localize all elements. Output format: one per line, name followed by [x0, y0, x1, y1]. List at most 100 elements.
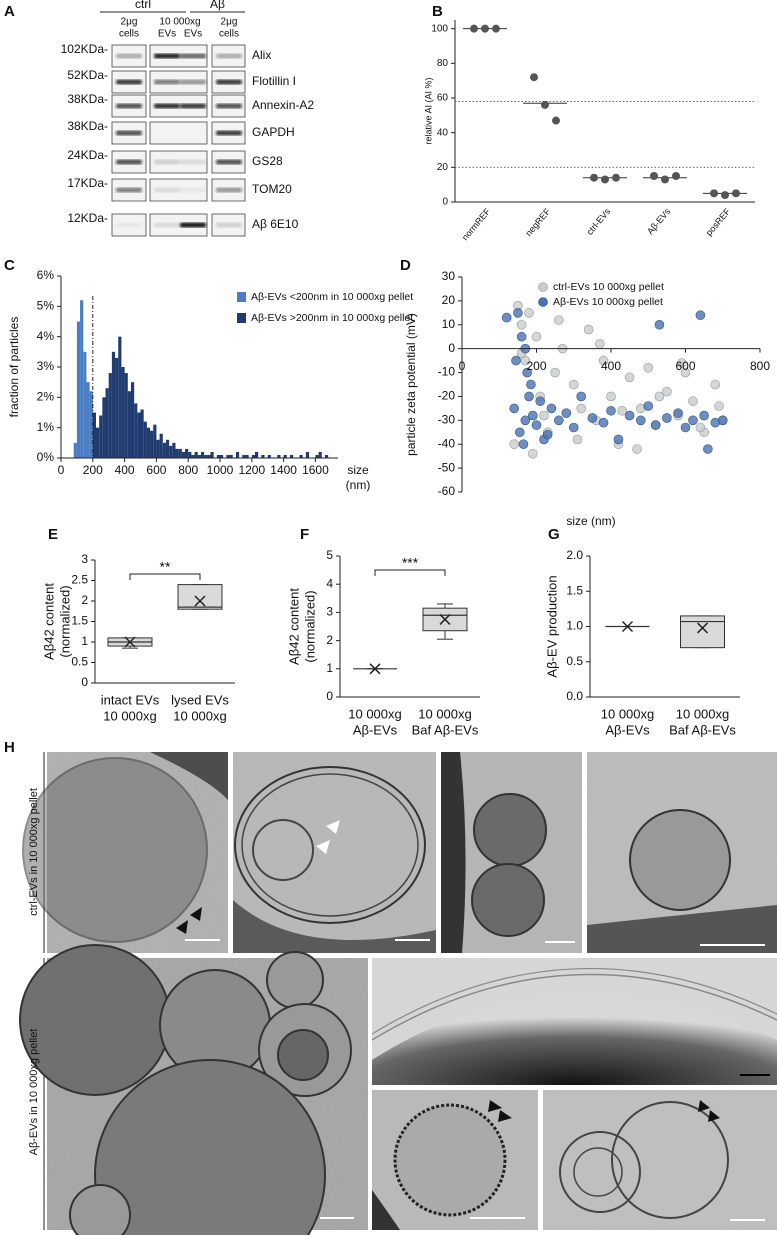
data-point: [703, 444, 713, 454]
histogram-bar: [226, 454, 230, 458]
histogram-bar: [86, 382, 90, 458]
histogram-bar: [76, 321, 81, 458]
data-point: [632, 444, 642, 454]
y-tick-label: 0.0: [566, 689, 583, 703]
histogram-bar: [115, 357, 119, 458]
x-tick-label: Baf Aβ-EVs: [412, 722, 479, 737]
legend-label: Aβ-EVs >200nm in 10 000xg pellet: [251, 312, 413, 324]
histogram-bar: [111, 351, 116, 458]
x-tick-label: 1200: [238, 463, 265, 477]
y-axis-label: relative AI (AI %): [423, 77, 433, 144]
blot-band: [216, 130, 242, 136]
histogram-bar: [207, 454, 211, 458]
histogram-bar: [216, 454, 221, 458]
data-point: [601, 175, 609, 184]
data-point: [635, 415, 646, 426]
micrograph: [441, 752, 582, 953]
micrograph: [587, 752, 777, 953]
row-label: ctrl-EVs in 10 000xg pellet: [28, 788, 40, 916]
data-point: [520, 415, 531, 426]
histogram-bar: [261, 454, 265, 458]
blot-band: [154, 53, 180, 59]
micrograph: [22, 752, 228, 953]
data-point: [524, 391, 534, 402]
blot-band: [216, 222, 242, 228]
blot-band: [180, 53, 206, 59]
histogram-bar: [324, 454, 329, 458]
marker-label: 52KDa-: [67, 68, 108, 82]
legend-swatch: [237, 292, 246, 302]
panel-label: E: [48, 526, 58, 543]
histogram-bar: [130, 382, 135, 458]
y-tick-label: 0: [448, 341, 455, 355]
blot-band: [216, 53, 242, 59]
data-point: [535, 396, 546, 407]
data-point: [561, 408, 572, 418]
panel-label: B: [432, 3, 443, 20]
panel-label: G: [548, 526, 560, 543]
blot-band: [116, 103, 142, 109]
protein-label: GS28: [252, 154, 283, 168]
histogram-bar: [73, 442, 77, 458]
y-tick-label: 10: [442, 317, 456, 331]
x-tick-label: 0: [58, 463, 65, 477]
data-point: [568, 422, 579, 433]
data-point: [539, 410, 549, 421]
x-tick-label: 200: [83, 463, 103, 477]
histogram-bar: [80, 300, 84, 458]
histogram-bar: [188, 451, 192, 458]
blot-frame: [149, 121, 208, 145]
data-point: [643, 362, 654, 373]
blot-band: [180, 103, 206, 109]
histogram-bar: [289, 454, 294, 458]
x-tick-label: Aβ-EVs: [605, 722, 650, 737]
data-point: [617, 405, 627, 416]
micrograph: [372, 1090, 538, 1230]
data-point: [526, 379, 536, 390]
histogram-bar: [99, 415, 103, 458]
blot-band: [180, 159, 206, 165]
histogram-bar: [251, 454, 255, 458]
y-tick-label: 6%: [37, 268, 55, 282]
y-tick-label: 4: [326, 576, 333, 590]
group-label: Aβ: [210, 0, 225, 11]
y-tick-label: 1: [326, 661, 333, 675]
y-tick-label: 2.5: [71, 573, 88, 587]
data-point: [522, 367, 532, 378]
y-tick-label: 0: [326, 689, 333, 703]
blot-band: [116, 159, 142, 165]
x-tick-label: 400: [601, 359, 621, 373]
protein-label: Annexin-A2: [252, 98, 314, 112]
data-point: [673, 408, 683, 418]
legend-label: Aβ-EVs <200nm in 10 000xg pellet: [251, 291, 413, 303]
y-tick-label: 2.0: [566, 548, 583, 562]
row-label: Aβ-EVs in 10 000xg pellet: [28, 1029, 40, 1156]
lane-header: EVs: [184, 29, 202, 40]
histogram-bar: [108, 373, 112, 458]
x-tick-label: 200: [526, 359, 546, 373]
data-point: [572, 434, 583, 445]
histogram-bar: [235, 451, 240, 458]
histogram-bar: [165, 439, 170, 458]
y-tick-label: 1: [81, 634, 88, 648]
data-point: [568, 379, 579, 390]
data-point: [576, 391, 587, 402]
histogram-bar: [200, 451, 205, 458]
data-point: [680, 422, 691, 433]
histogram-bar: [121, 367, 125, 458]
mean-marker: [369, 663, 381, 675]
data-point: [661, 175, 669, 184]
data-point: [492, 24, 500, 33]
histogram-bar: [159, 433, 163, 458]
y-tick-label: -50: [438, 460, 456, 474]
histogram-bar: [197, 454, 201, 458]
histogram-bar: [92, 412, 96, 458]
data-point: [527, 410, 538, 421]
x-tick-label: 800: [750, 359, 770, 373]
marker-label: 24KDa-: [67, 148, 108, 162]
x-axis-label: size: [347, 463, 369, 477]
data-point: [650, 172, 658, 180]
blot-band: [116, 187, 142, 193]
blot-band: [216, 159, 242, 165]
data-point: [554, 415, 564, 426]
